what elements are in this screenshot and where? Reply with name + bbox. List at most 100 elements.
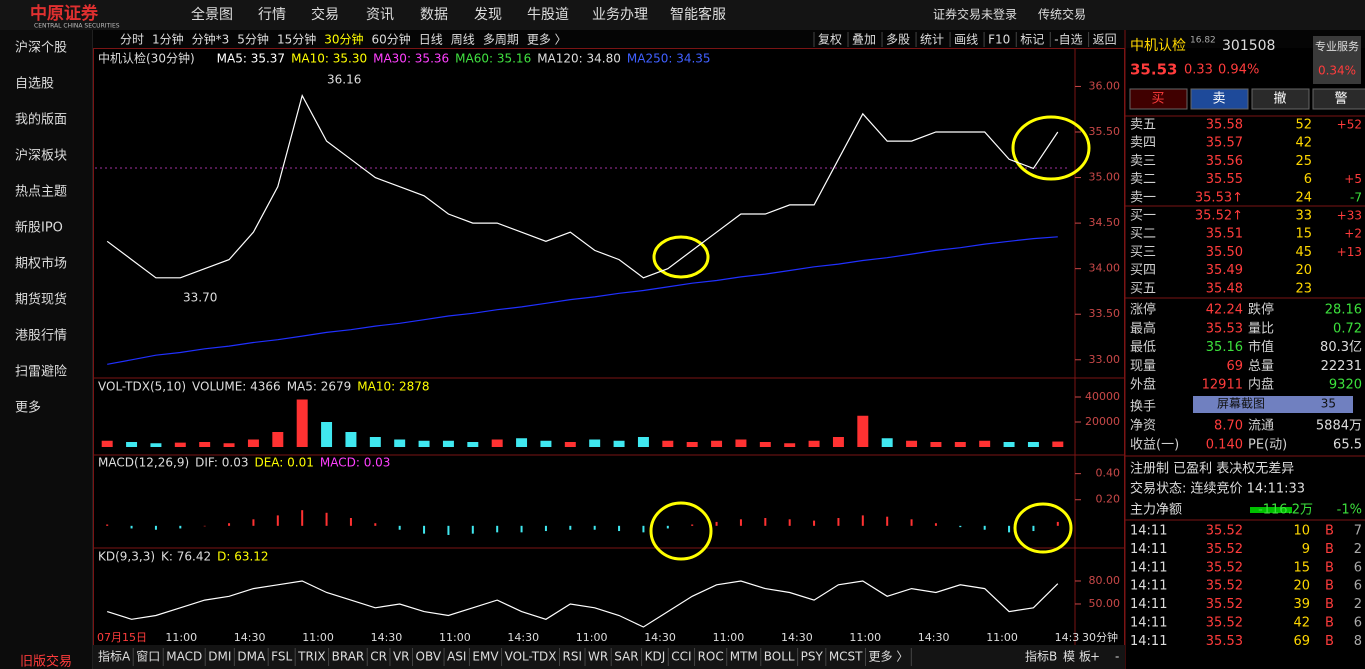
indicator-tab[interactable]: DMI [208, 650, 231, 664]
period-tab[interactable]: 周线 [451, 33, 475, 47]
period-tab[interactable]: 60分钟 [372, 32, 411, 47]
trade-button[interactable] [1312, 88, 1365, 110]
indicator-tab[interactable]: ROC [698, 650, 724, 664]
tool-tab[interactable]: 多股 [886, 33, 910, 47]
indicator-tab[interactable]: MTM [730, 650, 758, 664]
tool-tab[interactable]: 画线 [954, 33, 978, 47]
period-tab[interactable]: 日线 [419, 33, 443, 47]
indicator-tab[interactable]: BOLL [764, 650, 795, 664]
legend-entry: MA250: 34.35 [627, 52, 711, 66]
tool-tab[interactable]: 统计 [920, 33, 944, 47]
nav-item[interactable]: 交易 [311, 6, 339, 23]
indicator-tab[interactable]: OBV [416, 650, 442, 664]
trade-mode[interactable]: 传统交易 [1038, 7, 1086, 22]
sidebar-item[interactable]: 期权市场 [15, 256, 67, 272]
period-tab[interactable]: 更多 〉 [527, 33, 567, 47]
period-tab[interactable]: 1分钟 [152, 32, 184, 47]
indicator-tab[interactable]: VR [393, 650, 410, 664]
tool-tab[interactable]: 叠加 [852, 33, 876, 47]
stat-value: 0.72 [1333, 321, 1362, 336]
sidebar [0, 30, 93, 669]
sidebar-item[interactable]: 更多 [15, 400, 41, 416]
login-status[interactable]: 证券交易未登录 [933, 7, 1017, 22]
indicator-tab[interactable]: MCST [829, 650, 863, 664]
indicator-tab[interactable]: MACD [166, 650, 202, 664]
trade-button-label[interactable]: 买 [1151, 92, 1164, 107]
trade-button-label[interactable]: 卖 [1212, 92, 1225, 107]
trade-side: B [1325, 597, 1334, 612]
trade-button[interactable] [1251, 88, 1310, 110]
tool-tab[interactable]: F10 [988, 33, 1010, 47]
sidebar-item[interactable]: 期货现货 [15, 292, 67, 308]
nav-item[interactable]: 发现 [474, 7, 502, 23]
legend-entry: MA10: 35.30 [291, 52, 367, 66]
bar [1032, 525, 1035, 532]
indicator-tab[interactable]: TRIX [297, 650, 325, 664]
nav-item[interactable]: 数据 [420, 7, 448, 23]
indicator-tab[interactable]: CR [370, 650, 387, 664]
period-tab[interactable]: 分钟*3 [192, 32, 230, 47]
nav-item[interactable]: 资讯 [366, 7, 394, 23]
tool-tab[interactable]: -自选 [1054, 33, 1082, 47]
indicator-tab[interactable]: ASI [447, 650, 466, 664]
trade-button[interactable] [1129, 88, 1188, 110]
nav-item[interactable]: 牛股道 [527, 7, 569, 23]
indicator-tab[interactable]: 窗口 [136, 650, 160, 664]
indicator-tab[interactable]: KDJ [645, 650, 666, 664]
service-label[interactable]: 专业服务 [1315, 39, 1359, 53]
indicator-tab[interactable]: CCI [671, 650, 691, 664]
stock-code: 301508 [1222, 38, 1275, 54]
flow-value: -116.2万 [1258, 503, 1313, 518]
bottom-control[interactable]: - [1115, 650, 1119, 664]
bottom-control[interactable]: 模 [1063, 650, 1075, 664]
indicator-tab[interactable]: RSI [563, 650, 583, 664]
period-tab[interactable]: 5分钟 [237, 32, 269, 47]
sidebar-item[interactable]: 自选股 [15, 77, 54, 92]
sidebar-item[interactable]: 港股行情 [15, 329, 67, 344]
tool-tab[interactable]: 标记 [1020, 33, 1044, 47]
indicator-tab[interactable]: PSY [801, 650, 824, 664]
tool-tab[interactable]: 返回 [1093, 33, 1117, 47]
service-pct: 0.34% [1318, 64, 1356, 78]
stat-value: 12911 [1202, 378, 1243, 393]
book-price: 35.52↑ [1195, 209, 1243, 224]
trade-side: B [1325, 542, 1334, 557]
nav-item[interactable]: 全景图 [191, 6, 233, 23]
indicator-tab[interactable]: EMV [472, 650, 499, 664]
trade-button-label[interactable]: 警 [1334, 91, 1347, 107]
indicator-tab[interactable]: 更多 〉 [869, 650, 909, 664]
bar [666, 525, 669, 529]
tool-tab[interactable]: 复权 [818, 33, 842, 47]
bar [934, 523, 937, 526]
bottom-control[interactable]: + [1090, 650, 1100, 664]
indicator-tab[interactable]: WR [588, 650, 608, 664]
indicator-tab[interactable]: DMA [237, 650, 266, 664]
sidebar-item[interactable]: 沪深板块 [15, 148, 67, 164]
nav-item[interactable]: 业务办理 [592, 7, 648, 23]
book-volume: 33 [1295, 209, 1312, 224]
period-tab[interactable]: 30分钟 [324, 32, 363, 47]
indicator-tab[interactable]: BRAR [332, 650, 365, 664]
bar [979, 440, 991, 447]
sidebar-item[interactable]: 新股IPO [15, 220, 63, 236]
indicator-tab[interactable]: 指标A [98, 649, 131, 664]
indicator-tab[interactable]: SAR [614, 650, 638, 664]
sidebar-item[interactable]: 热点主题 [15, 185, 67, 200]
sidebar-item[interactable]: 沪深个股 [15, 40, 67, 56]
sidebar-footer[interactable]: 旧版交易 [20, 654, 72, 669]
nav-item[interactable]: 智能客服 [670, 6, 726, 23]
bottom-control[interactable]: 板 [1079, 650, 1091, 664]
period-tab[interactable]: 多周期 [483, 33, 519, 47]
indicator-tab[interactable]: FSL [271, 650, 292, 664]
nav-item[interactable]: 行情 [258, 7, 286, 23]
bottom-control[interactable]: 指标B [1025, 649, 1057, 664]
period-tab[interactable]: 分时 [120, 33, 144, 47]
bar [272, 432, 284, 447]
trade-button-label[interactable]: 撤 [1273, 91, 1286, 107]
sidebar-item[interactable]: 我的版面 [15, 112, 67, 128]
sidebar-item[interactable]: 扫雷避险 [15, 365, 67, 380]
indicator-tab[interactable]: VOL-TDX [505, 650, 557, 664]
y-tick-label: 0.40 [1096, 467, 1121, 480]
period-tab[interactable]: 15分钟 [277, 32, 316, 47]
trade-button[interactable] [1190, 88, 1249, 110]
